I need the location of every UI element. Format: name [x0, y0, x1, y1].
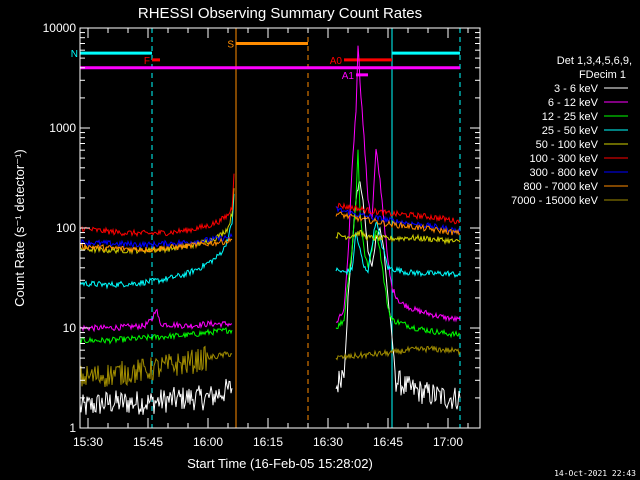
plot-area: N F S A0 A1: [71, 28, 461, 428]
x-tick-label-5: 16:45: [373, 435, 403, 449]
y-axis-label: Count Rate (s⁻¹ detector⁻¹): [12, 149, 27, 307]
flag-label-A1: A1: [342, 71, 355, 82]
series-line-4-1: [335, 229, 461, 246]
flag-label-N: N: [71, 49, 78, 60]
x-tick-label-0: 15:30: [73, 435, 103, 449]
series-line-3-1: [335, 221, 461, 279]
x-tick-label-4: 16:30: [313, 435, 343, 449]
y-tick-label-3: 1000: [49, 121, 76, 135]
chart-title: RHESSI Observing Summary Count Rates: [138, 5, 422, 22]
legend-label-3: 25 - 50 keV: [542, 125, 599, 137]
y-tick-label-4: 10000: [43, 21, 77, 35]
x-axis-label: Start Time (16-Feb-05 15:28:02): [187, 456, 373, 471]
series-line-3-0: [79, 193, 235, 290]
x-tick-label-3: 16:15: [253, 435, 283, 449]
axes: 1 10 100 1000 10000 15:30 15:45 16:00 16:15 16:30…: [43, 21, 481, 449]
series-line-5-0: [79, 173, 235, 238]
series-line-1-1: [335, 45, 461, 323]
footer-timestamp: 14-Oct-2021 22:43: [554, 469, 636, 478]
x-tick-label-6: 17:00: [433, 435, 463, 449]
y-tick-label-1: 10: [63, 321, 77, 335]
legend-label-7: 800 - 7000 keV: [523, 181, 598, 193]
series-line-7-1: [335, 211, 461, 236]
series-line-6-1: [335, 206, 461, 235]
flag-label-S: S: [227, 39, 234, 50]
legend-label-2: 12 - 25 keV: [542, 111, 599, 123]
series-line-1-0: [79, 308, 233, 333]
legend-header-2: FDecim 1: [579, 69, 626, 81]
legend-label-6: 300 - 800 keV: [530, 167, 599, 179]
series-line-5-1: [335, 202, 461, 225]
legend-label-8: 7000 - 15000 keV: [511, 195, 599, 207]
series-line-8-0: [79, 345, 233, 387]
series-line-7-0: [79, 236, 233, 254]
legend-label-1: 6 - 12 keV: [548, 97, 599, 109]
legend-label-4: 50 - 100 keV: [536, 139, 599, 151]
y-tick-label-2: 100: [56, 221, 76, 235]
legend-label-5: 100 - 300 keV: [530, 153, 599, 165]
series-line-8-1: [335, 345, 461, 361]
flag-label-F: F: [144, 56, 150, 67]
series-line-2-0: [79, 327, 233, 345]
legend: Det 1,3,4,5,6,9, FDecim 1 3 - 6 keV 6 - 12 …: [511, 55, 632, 207]
x-tick-label-2: 16:00: [193, 435, 223, 449]
y-tick-label-0: 1: [69, 421, 76, 435]
x-tick-label-1: 15:45: [133, 435, 163, 449]
series-line-6-0: [79, 232, 233, 249]
series-line-0-0: [79, 378, 233, 415]
legend-header-1: Det 1,3,4,5,6,9,: [557, 55, 632, 67]
legend-label-0: 3 - 6 keV: [554, 83, 599, 95]
series-line-2-1: [335, 149, 461, 339]
flag-label-A0: A0: [330, 56, 343, 67]
